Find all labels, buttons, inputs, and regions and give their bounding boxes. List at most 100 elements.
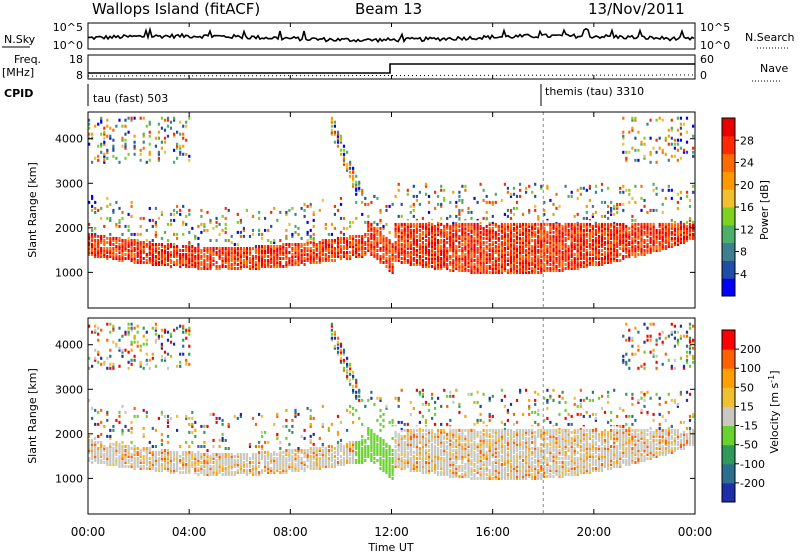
heat-cell [121, 125, 123, 128]
heat-cell [170, 259, 172, 262]
heat-cell [643, 143, 645, 146]
heat-cell [592, 213, 594, 216]
heat-cell [373, 461, 375, 464]
heat-cell [574, 243, 576, 246]
heat-cell [549, 263, 551, 266]
heat-cell [310, 203, 312, 206]
heat-cell [376, 435, 378, 438]
heat-cell [373, 227, 375, 230]
heat-cell [100, 117, 102, 120]
heat-cell [346, 163, 348, 166]
heat-cell [304, 209, 306, 212]
heat-cell [604, 251, 606, 254]
heat-cell [337, 209, 339, 212]
heat-cell [182, 451, 184, 454]
heat-cell [622, 255, 624, 258]
heat-cell [355, 441, 357, 444]
heat-cell [604, 247, 606, 250]
heat-cell [225, 239, 227, 242]
heat-cell [176, 131, 178, 134]
heat-cell [419, 191, 421, 194]
heat-cell [134, 253, 136, 256]
heat-cell [525, 187, 527, 190]
heat-cell [458, 249, 460, 252]
heat-cell [94, 233, 96, 236]
heat-cell [288, 429, 290, 432]
heat-cell [631, 215, 633, 218]
heat-cell [364, 197, 366, 200]
heat-cell [522, 223, 524, 226]
heat-cell [313, 211, 315, 214]
heat-cell [376, 197, 378, 200]
heat-cell [115, 125, 117, 128]
heat-cell [671, 137, 673, 140]
heat-cell [191, 417, 193, 420]
heat-cell [176, 429, 178, 432]
heat-cell [501, 235, 503, 238]
heat-cell [322, 199, 324, 202]
heat-cell [607, 211, 609, 214]
heat-cell [219, 445, 221, 448]
heat-cell [483, 241, 485, 244]
heat-cell [595, 211, 597, 214]
heat-cell [516, 265, 518, 268]
heat-cell [307, 407, 309, 410]
heat-cell [346, 429, 348, 432]
colorbar-tick-label: 12 [740, 223, 754, 236]
heat-cell [656, 193, 658, 196]
heat-cell [440, 229, 442, 232]
heat-cell [167, 435, 169, 438]
heat-cell [179, 253, 181, 256]
heat-cell [340, 203, 342, 206]
heat-cell [337, 457, 339, 460]
heat-cell [304, 461, 306, 464]
heat-cell [376, 397, 378, 400]
heat-cell [188, 231, 190, 234]
heat-cell [470, 211, 472, 214]
heat-cell [216, 225, 218, 228]
heat-cell [419, 223, 421, 226]
heat-cell [373, 403, 375, 406]
heat-cell [683, 223, 685, 226]
heat-cell [659, 137, 661, 140]
colorbar-swatch [722, 243, 735, 261]
heat-cell [134, 141, 136, 144]
heat-cell [385, 223, 387, 226]
heat-cell [255, 255, 257, 258]
heat-cell [385, 257, 387, 260]
heat-cell [622, 131, 624, 134]
heat-cell [531, 223, 533, 226]
heat-cell [495, 231, 497, 234]
heat-cell [97, 327, 99, 330]
heat-cell [149, 441, 151, 444]
heat-cell [331, 129, 333, 132]
heat-cell [431, 265, 433, 268]
heat-cell [212, 227, 214, 230]
heat-cell [134, 341, 136, 344]
heat-cell [121, 405, 123, 408]
heat-cell [155, 207, 157, 210]
heat-cell [149, 457, 151, 460]
heat-cell [467, 223, 469, 226]
heat-cell [252, 461, 254, 464]
heat-cell [346, 151, 348, 154]
heat-cell [182, 221, 184, 224]
heat-cell [140, 153, 142, 156]
heat-cell [100, 433, 102, 436]
heat-cell [185, 223, 187, 226]
heat-cell [161, 249, 163, 252]
heat-cell [258, 451, 260, 454]
heat-cell [628, 241, 630, 244]
heat-cell [155, 365, 157, 368]
heat-cell [200, 461, 202, 464]
heat-cell [504, 183, 506, 186]
heat-cell [316, 261, 318, 264]
heat-cell [128, 117, 130, 120]
heat-cell [680, 221, 682, 224]
heat-cell [206, 229, 208, 232]
heat-cell [212, 465, 214, 468]
heat-cell [91, 439, 93, 442]
heat-cell [155, 445, 157, 448]
heat-cell [379, 231, 381, 234]
